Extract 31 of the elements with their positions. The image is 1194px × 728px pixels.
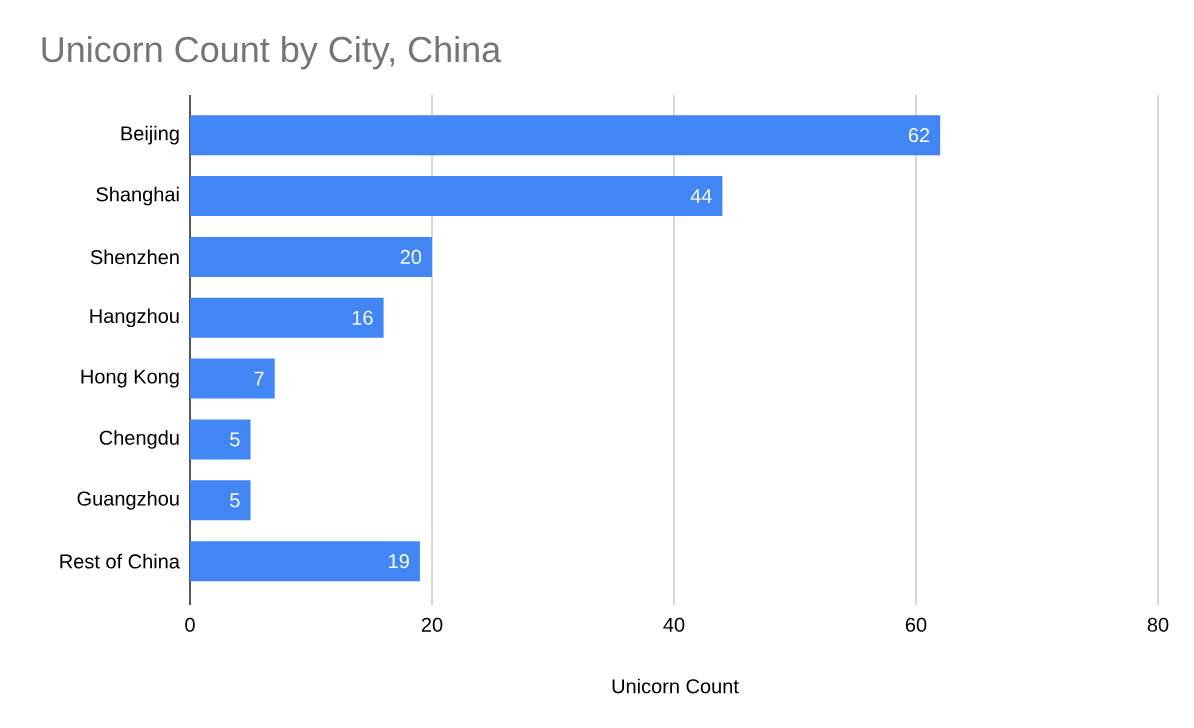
bar — [190, 176, 723, 217]
data-label: 5 — [230, 432, 240, 447]
bar — [190, 115, 941, 156]
data-label: 7 — [254, 371, 264, 386]
x-tick-label: 40 — [663, 617, 685, 632]
x-tick-label: 0 — [185, 617, 195, 632]
y-tick-label: Guangzhou — [77, 491, 179, 510]
y-tick-label: Beijing — [121, 125, 179, 145]
bar — [190, 541, 420, 582]
data-label: 19 — [389, 554, 409, 569]
data-label: 20 — [400, 249, 422, 264]
x-tick-label: 20 — [421, 617, 443, 632]
y-tick-label: Hangzhou — [90, 308, 179, 328]
y-tick-label: Hong Kong — [81, 369, 179, 388]
bar — [190, 358, 275, 399]
x-axis-title: Unicorn Count — [612, 678, 739, 694]
data-label: 16 — [352, 310, 373, 325]
y-tick-label: Rest of China — [60, 553, 180, 569]
bar — [190, 419, 251, 460]
bar — [190, 236, 432, 277]
x-tick-label: 60 — [905, 617, 927, 632]
y-tick-label: Chengdu — [99, 430, 179, 449]
bar — [190, 480, 251, 521]
data-label: 5 — [230, 493, 240, 508]
y-tick-label: Shenzhen — [90, 249, 179, 265]
chart-title: Unicorn Count by City, China — [42, 35, 502, 70]
bar — [190, 297, 384, 338]
x-tick-label: 80 — [1147, 617, 1169, 632]
y-tick-label: Shanghai — [96, 186, 179, 206]
data-label: 62 — [908, 128, 930, 143]
data-label: 44 — [690, 189, 712, 203]
